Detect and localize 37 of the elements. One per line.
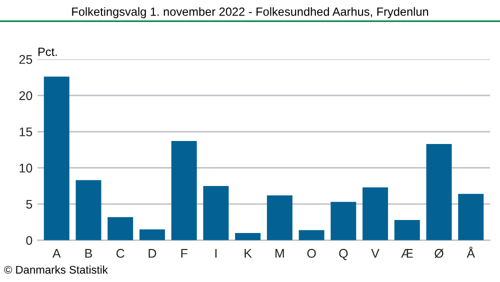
y-axis-title: Pct. — [38, 48, 57, 56]
bar — [171, 141, 197, 240]
x-tick-label: B — [85, 249, 92, 258]
x-tick-label: Å — [466, 246, 476, 258]
bar — [139, 229, 165, 240]
x-tick-label: I — [215, 249, 217, 258]
text: © Danmarks Statistik — [4, 266, 108, 274]
bar — [394, 220, 420, 240]
x-tick-label: V — [371, 249, 380, 258]
bar — [330, 202, 356, 240]
x-tick-label: K — [244, 249, 252, 258]
x-tick-label: D — [148, 249, 156, 258]
x-tick-label: M — [276, 249, 284, 258]
x-tick-label: F — [181, 249, 188, 258]
x-tick-label: A — [52, 249, 61, 258]
bar — [203, 186, 229, 240]
y-tick-label: 10 — [20, 164, 32, 172]
bar — [266, 195, 292, 240]
bar — [362, 187, 388, 240]
x-tick-label: C — [116, 248, 124, 258]
y-tick-label: 5 — [26, 200, 32, 209]
x-tick-label: O — [307, 248, 316, 258]
y-tick-label: 20 — [19, 91, 32, 100]
y-tick-label: 15 — [20, 128, 32, 136]
bar — [44, 76, 70, 240]
chart-title: Folketingsvalg 1. november 2022 - Folkesundhed Aarhus, Frydenlun — [72, 7, 428, 18]
y-tick-label: 25 — [19, 55, 32, 64]
x-tick-label: Ø — [434, 248, 444, 258]
x-tick-label: Q — [339, 248, 348, 260]
bar — [298, 230, 324, 240]
bar — [76, 180, 102, 240]
y-tick-label: 0 — [26, 236, 32, 245]
x-tick-label: Æ — [401, 249, 413, 258]
bar — [108, 217, 134, 240]
bar — [458, 194, 484, 240]
bar — [235, 233, 261, 240]
bar — [426, 144, 452, 240]
